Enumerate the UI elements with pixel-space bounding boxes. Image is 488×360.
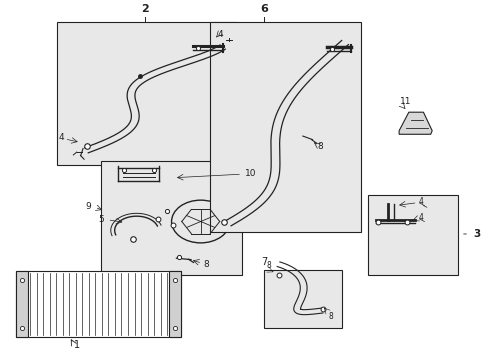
- Text: 8: 8: [266, 261, 270, 270]
- Bar: [57, 22, 237, 165]
- Bar: [16, 271, 28, 337]
- Bar: [169, 271, 181, 337]
- Bar: [368, 195, 458, 275]
- Text: 7: 7: [261, 257, 267, 267]
- Text: 4: 4: [418, 213, 423, 222]
- Polygon shape: [398, 112, 431, 134]
- Text: 9: 9: [85, 202, 91, 211]
- Text: 10: 10: [244, 169, 256, 178]
- Text: 11: 11: [399, 97, 411, 106]
- Text: 8: 8: [317, 142, 323, 151]
- Bar: [101, 161, 242, 275]
- Text: 4: 4: [59, 133, 64, 142]
- Text: 6: 6: [260, 4, 267, 14]
- Text: 8: 8: [203, 260, 208, 269]
- Text: 1: 1: [74, 340, 80, 350]
- Text: 4: 4: [217, 30, 223, 39]
- Bar: [16, 271, 181, 337]
- Text: 4: 4: [418, 197, 423, 206]
- Text: 2: 2: [141, 4, 148, 14]
- Bar: [210, 22, 361, 232]
- Bar: [264, 270, 341, 328]
- Text: 3: 3: [472, 229, 479, 239]
- Text: 5: 5: [99, 215, 104, 224]
- Text: 8: 8: [327, 312, 332, 321]
